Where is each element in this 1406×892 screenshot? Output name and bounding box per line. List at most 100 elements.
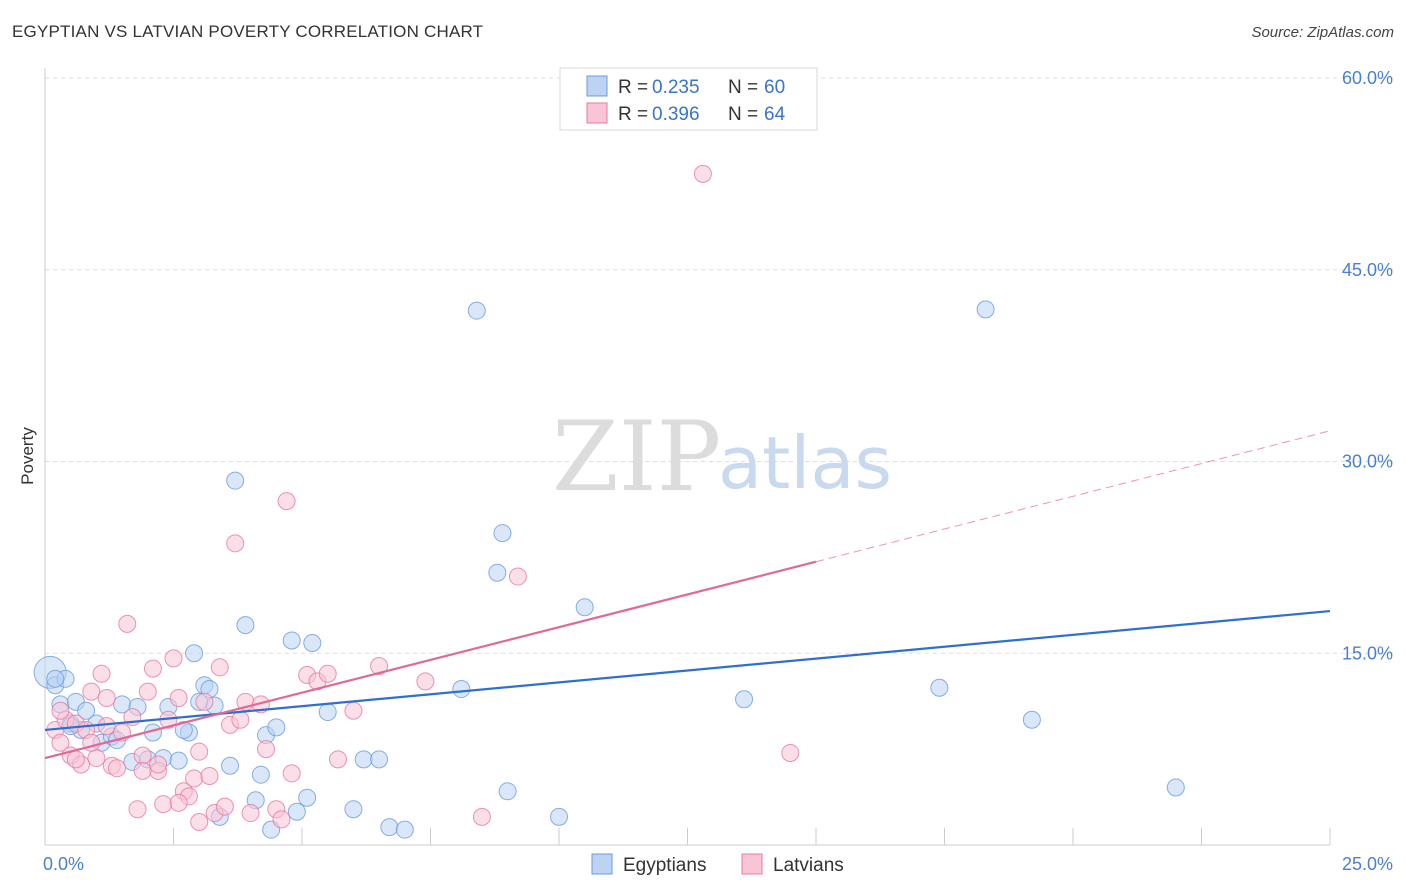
latvians-point xyxy=(190,812,209,831)
egyptians-point xyxy=(467,301,486,320)
latvians-point xyxy=(241,804,260,823)
latvians-point xyxy=(226,534,245,553)
watermark: ZIP atlas xyxy=(552,401,892,513)
latvians-point xyxy=(118,614,137,633)
egyptians-point xyxy=(498,782,517,801)
latvians-point xyxy=(138,682,157,701)
watermark-zip: ZIP xyxy=(552,401,721,513)
egyptians-point xyxy=(303,634,322,653)
egyptians-point xyxy=(380,818,399,837)
egyptians-point xyxy=(169,751,188,770)
egyptians-point xyxy=(344,800,363,819)
egyptians-point xyxy=(287,802,306,821)
egyptians-point xyxy=(46,669,65,688)
egyptians-point xyxy=(550,807,568,826)
latvians-point xyxy=(231,710,250,729)
latvians-point xyxy=(51,733,70,752)
latvians-point xyxy=(97,688,116,707)
watermark-atlas: atlas xyxy=(718,421,892,505)
egyptians-point xyxy=(282,631,301,650)
egyptians-point xyxy=(976,300,995,319)
egyptians-point xyxy=(236,616,255,635)
legend-swatch-egyptians xyxy=(586,75,608,97)
x-tick-label: 0.0% xyxy=(43,854,84,874)
x-tick-label: 25.0% xyxy=(1342,854,1393,874)
latvians-point xyxy=(272,810,291,829)
legend-r-label-latvians: R = xyxy=(618,104,648,125)
latvians-point xyxy=(169,793,188,812)
x-tick-labels: 0.0% 25.0% xyxy=(43,854,1393,874)
latvians-point xyxy=(508,567,527,586)
egyptians-point xyxy=(370,750,389,769)
legend-r-value-latvians: 0.396 xyxy=(652,104,700,125)
egyptians-point xyxy=(575,598,594,617)
latvians-point xyxy=(107,759,126,778)
egyptians-trend-line xyxy=(44,609,1331,732)
latvians-point xyxy=(185,769,204,788)
latvians-point xyxy=(87,749,106,768)
egyptians-point xyxy=(221,756,240,775)
egyptians-point xyxy=(1022,710,1041,729)
egyptians-point xyxy=(77,701,96,720)
bottom-legend-label-egyptians: Egyptians xyxy=(623,855,706,876)
source-credit: Source: ZipAtlas.com xyxy=(1251,24,1394,41)
latvians-point xyxy=(190,742,209,761)
egyptians-point xyxy=(251,765,270,784)
latvians-point xyxy=(133,746,152,765)
stats-legend: R = 0.235 N = 60 R = 0.396 N = 64 xyxy=(559,67,818,131)
egyptians-point xyxy=(493,524,512,543)
egyptians-point xyxy=(452,680,471,699)
egyptians-point xyxy=(1166,778,1185,797)
egyptians-point xyxy=(226,471,245,490)
latvians-point xyxy=(92,664,111,683)
latvians-point xyxy=(328,750,347,769)
egyptians-point xyxy=(930,678,949,697)
egyptians-point xyxy=(298,788,317,807)
chart-title: EGYPTIAN VS LATVIAN POVERTY CORRELATION … xyxy=(12,22,484,41)
latvians-point xyxy=(66,750,85,769)
latvians-point xyxy=(82,682,101,701)
y-tick-label: 15.0% xyxy=(1342,643,1393,663)
legend-r-value-egyptians: 0.235 xyxy=(652,77,700,98)
latvians-point xyxy=(149,755,168,774)
bottom-legend-label-latvians: Latvians xyxy=(773,855,844,876)
egyptians-point xyxy=(354,750,373,769)
legend-swatch-latvians xyxy=(586,102,608,124)
y-tick-label: 30.0% xyxy=(1342,452,1393,472)
latvians-point xyxy=(154,795,173,814)
legend-n-label-egyptians: N = xyxy=(728,77,758,98)
y-tick-label: 60.0% xyxy=(1342,68,1393,88)
y-tick-labels: 15.0% 30.0% 45.0% 60.0% xyxy=(1342,68,1393,663)
latvians-trend-extension xyxy=(815,430,1331,563)
latvians-point xyxy=(133,761,152,780)
latvians-point xyxy=(693,164,712,183)
latvians-point xyxy=(282,764,301,783)
latvians-point xyxy=(143,659,162,678)
grid-lines xyxy=(45,77,1395,654)
latvians-point xyxy=(318,664,337,683)
egyptians-point xyxy=(174,720,193,739)
axes xyxy=(44,68,1331,846)
latvians-point xyxy=(344,701,363,720)
latvians-point xyxy=(210,658,229,677)
latvians-point xyxy=(215,797,234,816)
latvians-point xyxy=(781,743,800,762)
latvians-point xyxy=(164,649,183,668)
bottom-legend-swatch-egyptians xyxy=(591,853,613,875)
latvians-trend-line xyxy=(44,560,817,760)
egyptians-point xyxy=(735,690,754,709)
egyptians-point xyxy=(488,563,507,582)
egyptians-point xyxy=(318,703,337,722)
latvians-point xyxy=(51,701,70,720)
bottom-legend-swatch-latvians xyxy=(741,853,763,875)
trend-lines xyxy=(44,430,1331,760)
egyptians-points xyxy=(33,300,1185,839)
latvians-point xyxy=(97,717,116,736)
legend-n-value-latvians: 64 xyxy=(764,104,786,125)
latvians-point xyxy=(472,807,491,826)
egyptians-point xyxy=(267,718,286,737)
latvians-point xyxy=(370,657,389,676)
latvians-point xyxy=(257,740,276,759)
latvians-point xyxy=(277,492,296,511)
